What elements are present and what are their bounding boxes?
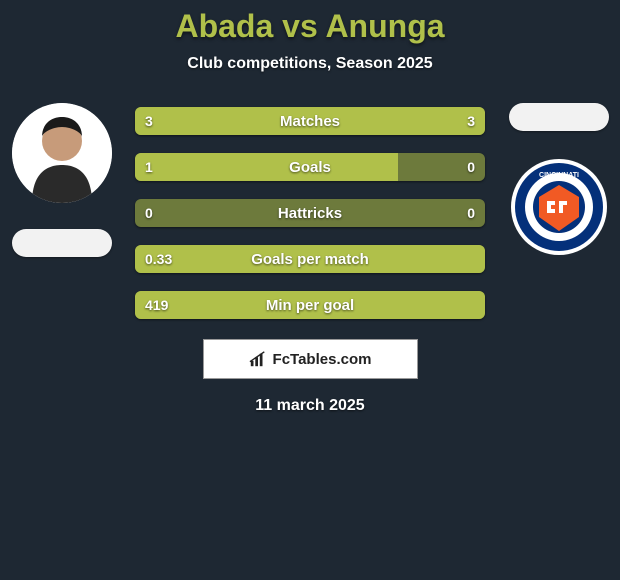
stat-label: Hattricks	[135, 199, 485, 227]
player-right-club-badge: CINCINNATI	[509, 157, 609, 257]
player-right-name-pill	[509, 103, 609, 131]
bar-chart-icon	[249, 350, 267, 368]
branding-text: FcTables.com	[273, 351, 372, 368]
player-left-avatar	[12, 103, 112, 203]
player-left-column	[8, 103, 115, 257]
fc-cincinnati-badge-icon: CINCINNATI	[509, 157, 609, 257]
stat-label: Matches	[135, 107, 485, 135]
svg-text:CINCINNATI: CINCINNATI	[539, 172, 579, 179]
stat-row: 33Matches	[135, 107, 485, 135]
date-text: 11 march 2025	[0, 397, 620, 415]
player-right-column: CINCINNATI	[505, 103, 612, 257]
page-title: Abada vs Anunga	[0, 8, 620, 45]
stat-row: 0.33Goals per match	[135, 245, 485, 273]
page-subtitle: Club competitions, Season 2025	[0, 55, 620, 73]
stat-row: 00Hattricks	[135, 199, 485, 227]
stat-row: 10Goals	[135, 153, 485, 181]
stat-row: 419Min per goal	[135, 291, 485, 319]
person-silhouette-icon	[12, 103, 112, 203]
stat-label: Goals per match	[135, 245, 485, 273]
player-left-club-pill	[12, 229, 112, 257]
branding-box: FcTables.com	[203, 339, 418, 379]
stat-label: Min per goal	[135, 291, 485, 319]
stat-label: Goals	[135, 153, 485, 181]
comparison-area: 33Matches 10Goals 00Hattricks 0.33Goals per…	[0, 103, 620, 319]
comparison-bars: 33Matches 10Goals 00Hattricks 0.33Goals per…	[135, 103, 485, 319]
